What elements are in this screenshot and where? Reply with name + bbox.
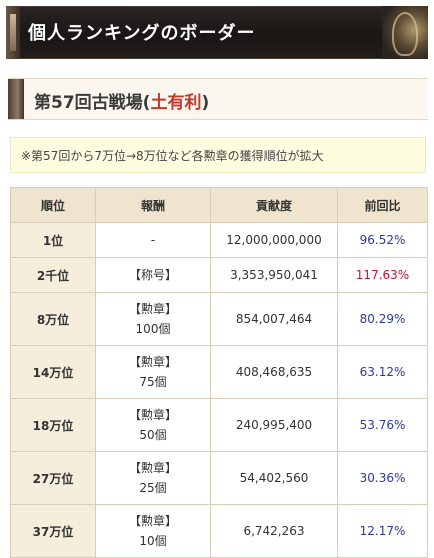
points-cell: 12,000,000,000	[210, 222, 338, 258]
table-row: 18万位 【勲章】 50個 240,995,400 53.76%	[10, 398, 428, 452]
ratio-cell: 80.29%	[337, 292, 428, 346]
reward-cell: 【勲章】 10個	[95, 504, 211, 558]
rank-cell: 1位	[10, 222, 96, 258]
ratio-cell: 96.52%	[337, 222, 428, 258]
reward-cell: 【勲章】 100個	[95, 292, 211, 346]
table-row: 8万位 【勲章】 100個 854,007,464 80.29%	[10, 292, 428, 346]
section-title-prefix: 第57回古戦場	[34, 93, 143, 113]
banner-title: 個人ランキングのボーダー	[28, 23, 256, 44]
points-cell: 240,995,400	[210, 398, 338, 452]
reward-line1: 【勲章】	[128, 355, 177, 369]
banner-character-art	[382, 6, 428, 59]
ratio-cell: 30.36%	[337, 451, 428, 505]
points-cell: 6,742,263	[210, 504, 338, 558]
points-cell: 3,353,950,041	[210, 257, 338, 293]
table-row: 14万位 【勲章】 75個 408,468,635 63.12%	[10, 345, 428, 399]
header-rank: 順位	[10, 187, 96, 223]
reward-cell: 【勲章】 25個	[95, 451, 211, 505]
rank-cell: 18万位	[10, 398, 96, 452]
table-row: 37万位 【勲章】 10個 6,742,263 12.17%	[10, 504, 428, 558]
reward-line1: 【勲章】	[128, 302, 177, 316]
reward-line2: 100個	[135, 322, 171, 336]
table-row: 2千位 【称号】 3,353,950,041 117.63%	[10, 257, 428, 293]
section-title: 第57回古戦場(土有利)	[34, 88, 209, 113]
rank-cell: 37万位	[10, 504, 96, 558]
table-row: 27万位 【勲章】 25個 54,402,560 30.36%	[10, 451, 428, 505]
ratio-cell: 53.76%	[337, 398, 428, 452]
reward-line2: 75個	[139, 375, 167, 389]
ratio-cell: 117.63%	[337, 257, 428, 293]
rank-cell: 27万位	[10, 451, 96, 505]
reward-line1: 【称号】	[128, 268, 177, 282]
section-title-paren-close: )	[201, 93, 210, 113]
points-cell: 408,468,635	[210, 345, 338, 399]
reward-line2: 50個	[139, 428, 167, 442]
reward-line1: 【勲章】	[128, 408, 177, 422]
reward-line2: 25個	[139, 481, 167, 495]
reward-line1: 【勲章】	[128, 461, 177, 475]
section-title-attribute: 土有利	[150, 93, 202, 113]
reward-line2: 10個	[139, 534, 167, 548]
rank-cell: 8万位	[10, 292, 96, 346]
page-banner: 個人ランキングのボーダー	[6, 6, 428, 59]
section-heading: 第57回古戦場(土有利)	[8, 78, 428, 120]
rank-cell: 14万位	[10, 345, 96, 399]
ratio-cell: 12.17%	[337, 504, 428, 558]
reward-line1: 【勲章】	[128, 514, 177, 528]
table-header-row: 順位 報酬 貢献度 前回比	[10, 187, 428, 223]
ranking-border-table: 順位 報酬 貢献度 前回比 1位 - 12,000,000,000 96.52%…	[10, 187, 428, 558]
banner-ornament-left	[6, 6, 20, 59]
reward-cell: 【勲章】 75個	[95, 345, 211, 399]
header-reward: 報酬	[95, 187, 211, 223]
table-row: 1位 - 12,000,000,000 96.52%	[10, 222, 428, 258]
points-cell: 854,007,464	[210, 292, 338, 346]
notice-box: ※第57回から7万位→8万位など各勲章の獲得順位が拡大	[10, 137, 426, 173]
ratio-cell: 63.12%	[337, 345, 428, 399]
section-heading-bar	[8, 79, 24, 119]
reward-line1: -	[150, 233, 156, 247]
points-cell: 54,402,560	[210, 451, 338, 505]
rank-cell: 2千位	[10, 257, 96, 293]
header-ratio: 前回比	[337, 187, 428, 223]
reward-cell: 【勲章】 50個	[95, 398, 211, 452]
reward-cell: -	[95, 222, 211, 258]
header-points: 貢献度	[210, 187, 338, 223]
section-title-paren-open: (	[142, 93, 151, 113]
reward-cell: 【称号】	[95, 257, 211, 293]
